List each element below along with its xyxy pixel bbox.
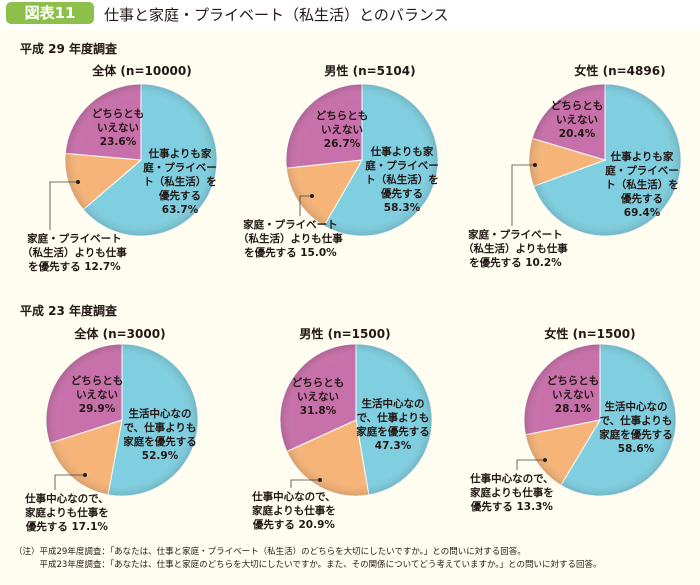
- callout-line: [49, 181, 78, 230]
- slice-label: 仕事中心なので、 家庭よりも仕事を 優先する 17.1%: [25, 493, 109, 533]
- slice-label: どちらとも いえない 31.8%: [291, 377, 345, 417]
- callout-dot: [310, 194, 314, 198]
- slice-label: 仕事よりも家 庭・プライベー ト（私生活）を 優先する 58.3%: [365, 146, 439, 214]
- callout-line: [511, 164, 535, 226]
- section-label-h29: 平成 29 年度調査: [20, 42, 118, 56]
- slice-label: 家庭・プライベート （私生活）よりも仕事 を優先する 10.2%: [463, 229, 568, 269]
- chart-title: 男性 (n=5104): [324, 64, 416, 78]
- slice-label: どちらとも いえない 28.1%: [546, 375, 600, 415]
- callout-line: [299, 195, 312, 216]
- slice-label: どちらとも いえない 20.4%: [550, 100, 604, 140]
- slice-label: 仕事中心なので、 家庭よりも仕事を 優先する 13.3%: [470, 473, 554, 513]
- pie-shading: [46, 344, 198, 496]
- callout-dot: [76, 180, 80, 184]
- slice-label: 生活中心なの で、仕事よりも 家庭を優先する 47.3%: [356, 398, 430, 452]
- slice-label: 生活中心なの で、仕事よりも 家庭を優先する 52.9%: [123, 408, 197, 462]
- callout-line: [516, 459, 545, 470]
- chart-title: 男性 (n=1500): [299, 327, 391, 341]
- slice-label: どちらとも いえない 23.6%: [91, 108, 145, 148]
- chart-title: 女性 (n=4896): [574, 64, 666, 78]
- pie-shading: [280, 344, 432, 496]
- chart-title: 女性 (n=1500): [544, 327, 636, 341]
- header: 図表11 仕事と家庭・プライベート（私生活）とのバランス: [0, 0, 700, 30]
- slice-label: 家庭・プライベート （私生活）よりも仕事 を優先する 15.0%: [238, 219, 343, 259]
- slice-label: 家庭・プライベート （私生活）よりも仕事 を優先する 12.7%: [22, 233, 127, 273]
- pie-shading: [529, 84, 681, 236]
- figure-title: 仕事と家庭・プライベート（私生活）とのバランス: [104, 6, 449, 24]
- callout-line: [290, 479, 320, 488]
- notes: （注）平成29年度調査：「あなたは、仕事と家庭・プライベート（私生活）のどちらを…: [14, 546, 601, 572]
- pie-shading: [286, 84, 438, 236]
- slice-label: 生活中心なの で、仕事よりも 家庭を優先する 58.6%: [599, 401, 673, 455]
- callout-dot: [533, 163, 537, 167]
- callout-dot: [543, 458, 547, 462]
- slice-label: どちらとも いえない 26.7%: [315, 110, 369, 150]
- figure-badge: 図表11: [6, 2, 94, 24]
- slice-label: 仕事よりも家 庭・プライベー ト（私生活）を 優先する 69.4%: [605, 151, 679, 219]
- slice-label: 仕事よりも家 庭・プライベー ト（私生活）を 優先する 63.7%: [143, 148, 217, 216]
- chart-title: 全体 (n=10000): [92, 64, 192, 78]
- pie-shading: [65, 84, 217, 236]
- section-label-h23: 平成 23 年度調査: [20, 304, 118, 318]
- slice-label: 仕事中心なので、 家庭よりも仕事を 優先する 20.9%: [252, 491, 336, 531]
- note-line: 平成23年度調査：「あなたは、仕事と家庭のどちらを大切にしたいですか。また、その…: [14, 560, 602, 570]
- callout-dot: [83, 473, 87, 477]
- note-line: （注）平成29年度調査：「あなたは、仕事と家庭・プライベート（私生活）のどちらを…: [14, 547, 526, 557]
- callout-dot: [318, 478, 322, 482]
- pie-shading: [524, 344, 676, 496]
- chart-title: 全体 (n=3000): [74, 327, 166, 341]
- callout-line: [54, 474, 85, 490]
- slice-label: どちらとも いえない 29.9%: [70, 375, 124, 415]
